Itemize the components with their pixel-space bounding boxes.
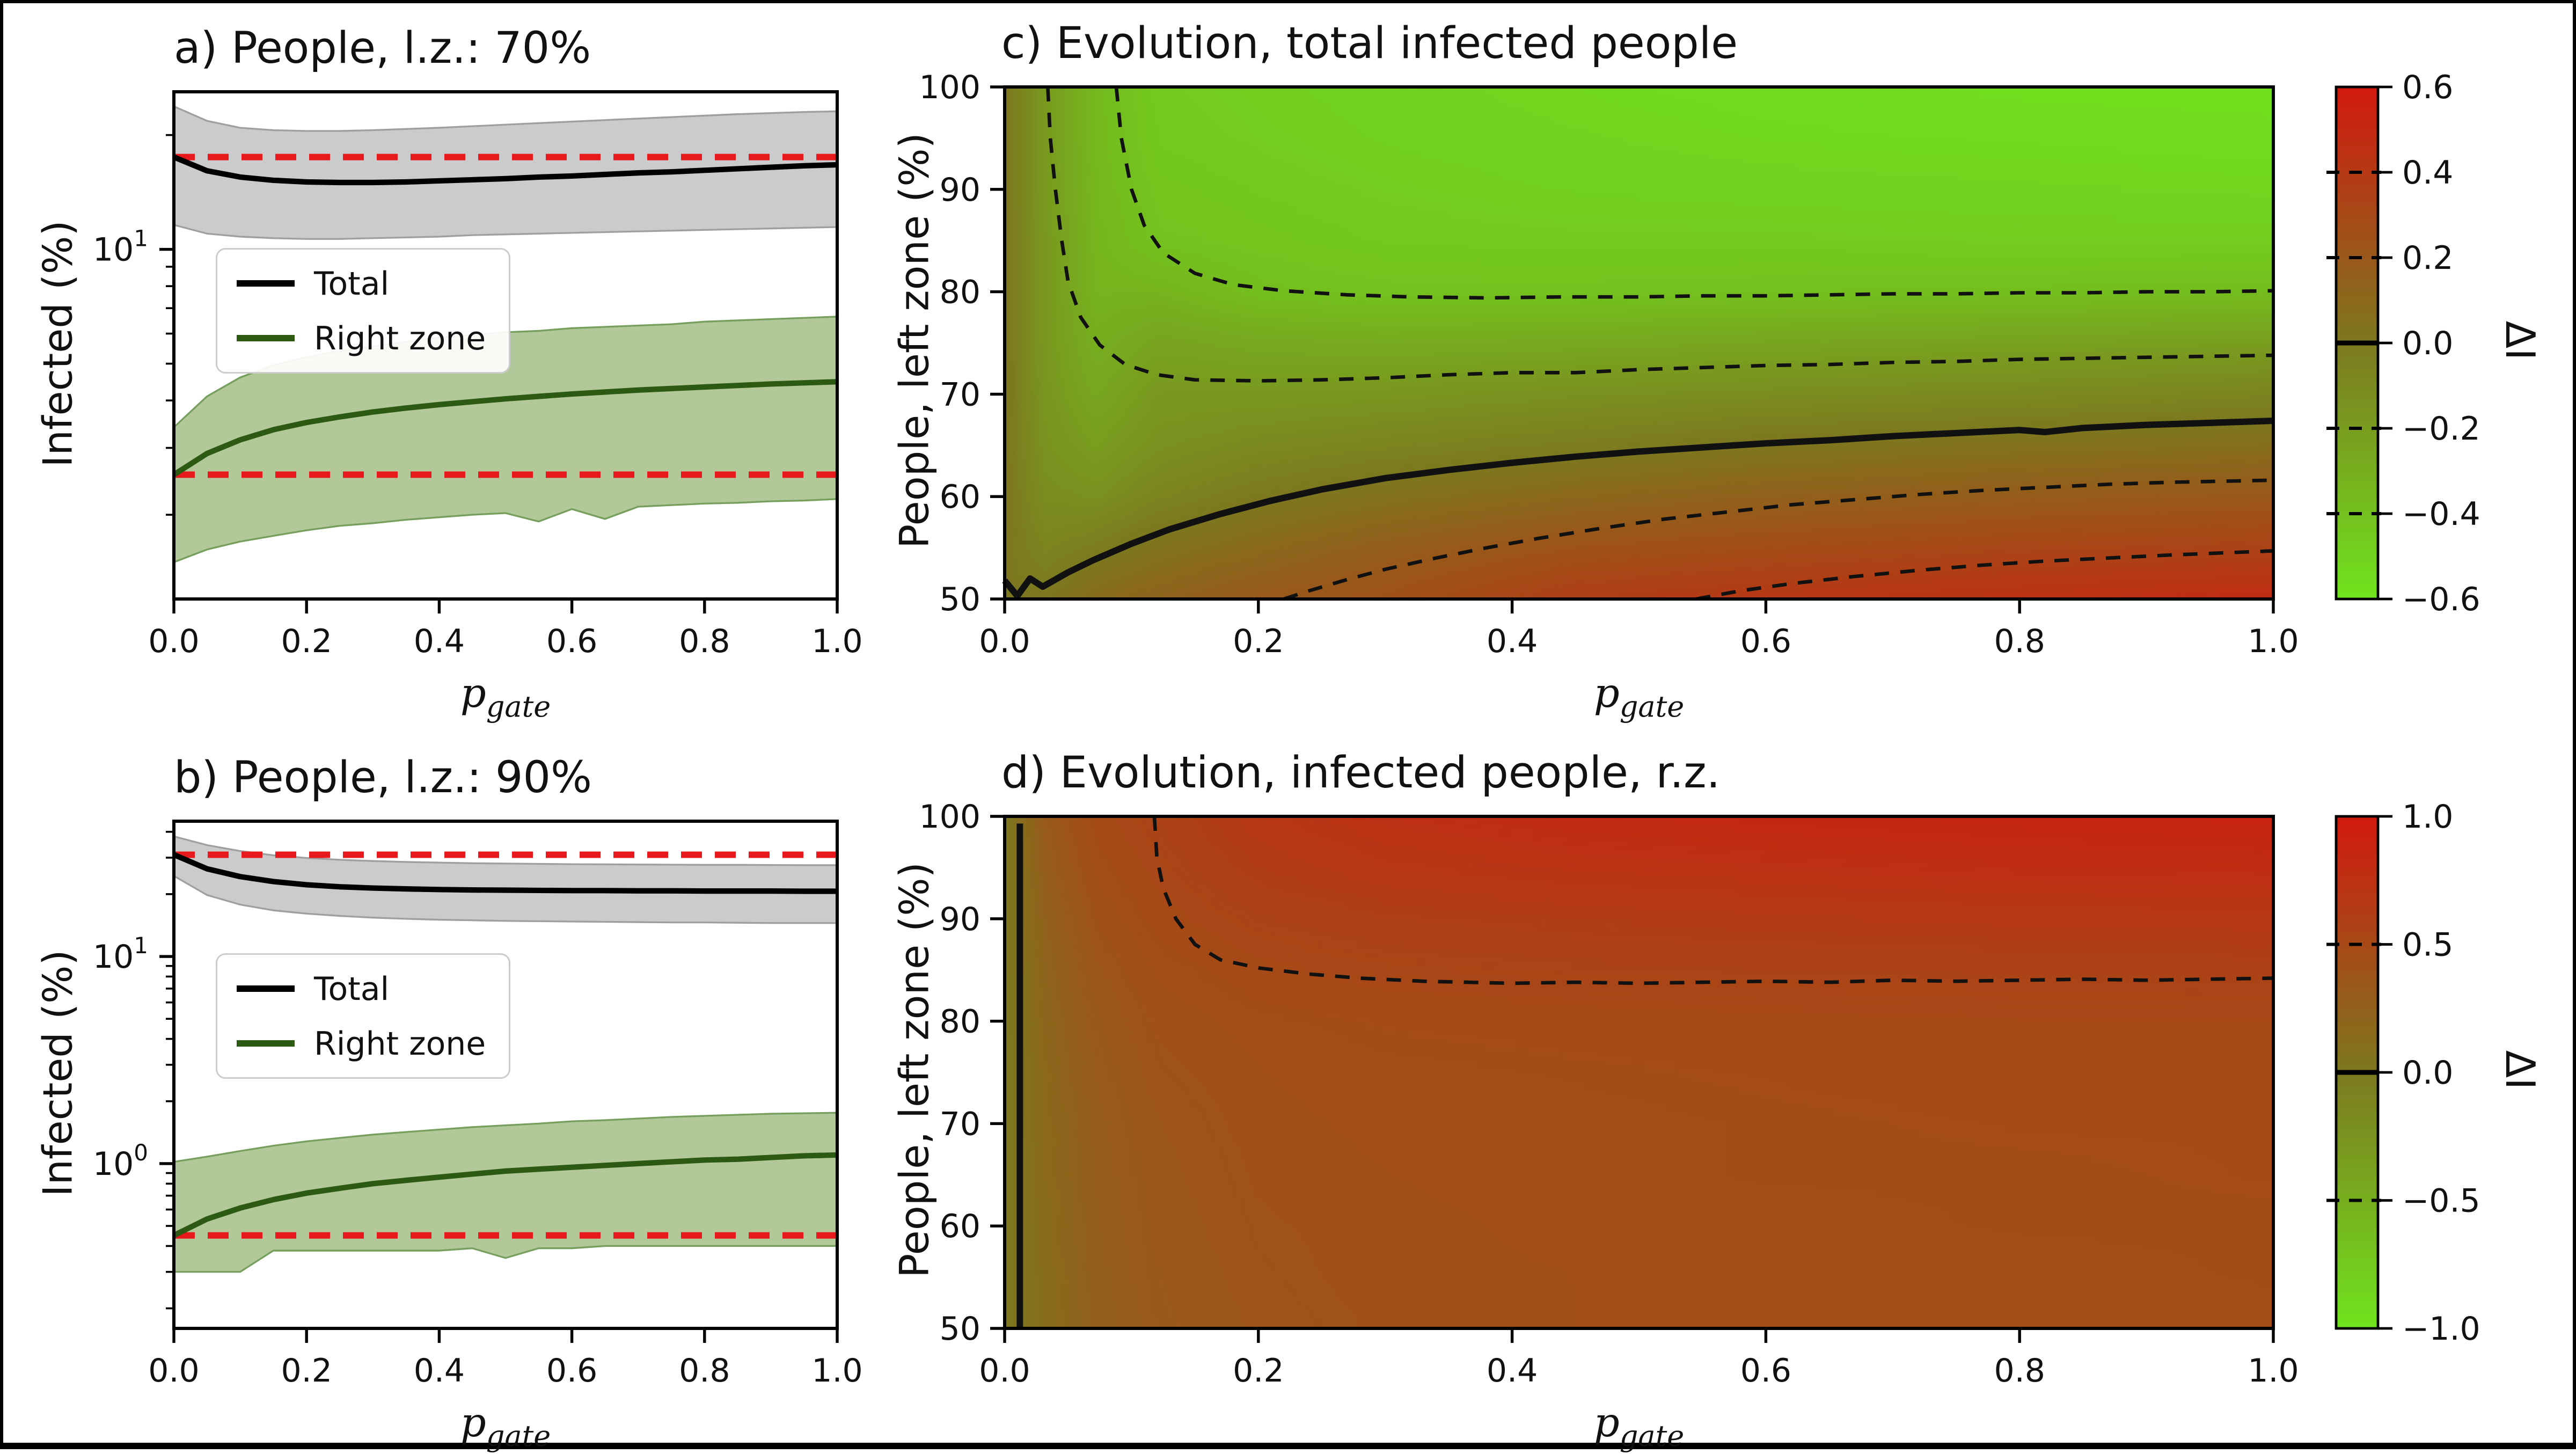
right-zone-line-swatch — [237, 1040, 295, 1047]
svg-text:0.2: 0.2 — [2402, 239, 2453, 277]
legend-label-right-zone: Right zone — [314, 1024, 486, 1063]
svg-text:1.0: 1.0 — [811, 1352, 862, 1390]
svg-text:0.5: 0.5 — [2402, 926, 2453, 964]
panel-a-title: a) People, l.z.: 70% — [174, 24, 591, 74]
heatmap-d-canvas — [1005, 816, 2273, 1328]
xlabel-base: p — [460, 670, 486, 717]
svg-text:0.4: 0.4 — [1487, 1352, 1538, 1390]
svg-text:0.6: 0.6 — [546, 1352, 597, 1390]
svg-text:0.0: 0.0 — [979, 623, 1030, 660]
svg-text:−0.5: −0.5 — [2402, 1182, 2480, 1220]
svg-text:0.6: 0.6 — [1740, 1352, 1791, 1390]
panel-a-legend: Total Right zone — [216, 248, 510, 374]
svg-text:70: 70 — [940, 376, 980, 413]
svg-text:1.0: 1.0 — [2248, 1352, 2299, 1390]
svg-text:0.8: 0.8 — [1994, 1352, 2045, 1390]
svg-text:0.0: 0.0 — [2402, 325, 2453, 362]
svg-text:0.4: 0.4 — [414, 623, 465, 660]
legend-item-right-zone: Right zone — [237, 1024, 486, 1063]
svg-text:90: 90 — [940, 171, 980, 209]
xlabel-sub: gate — [486, 1420, 551, 1454]
svg-text:0.4: 0.4 — [2402, 154, 2453, 192]
panel-a-ylabel: Infected (%) — [34, 219, 82, 467]
legend-label-total: Total — [314, 264, 390, 303]
svg-text:0.0: 0.0 — [148, 1352, 199, 1390]
panel-b-ylabel: Infected (%) — [34, 948, 82, 1196]
xlabel-sub: gate — [486, 691, 551, 725]
legend-label-total: Total — [314, 969, 390, 1008]
svg-text:0.4: 0.4 — [1487, 623, 1538, 660]
svg-text:50: 50 — [940, 1310, 980, 1348]
legend-item-right-zone: Right zone — [237, 319, 486, 357]
total-line-swatch — [237, 985, 295, 992]
svg-text:60: 60 — [940, 478, 980, 516]
svg-text:60: 60 — [940, 1208, 980, 1245]
svg-text:0.4: 0.4 — [414, 1352, 465, 1390]
svg-text:0.8: 0.8 — [1994, 623, 2045, 660]
svg-text:1.0: 1.0 — [811, 623, 862, 660]
xlabel-sub: gate — [1619, 691, 1685, 725]
panel-c-title: c) Evolution, total infected people — [1001, 19, 1738, 69]
xlabel-base: p — [1593, 1399, 1620, 1446]
svg-text:−0.4: −0.4 — [2402, 495, 2480, 533]
panel-b-legend: Total Right zone — [216, 953, 510, 1079]
panel-b-xlabel: pgate — [345, 1399, 667, 1454]
right-zone-line-swatch — [237, 335, 295, 341]
svg-text:101: 101 — [93, 932, 148, 976]
svg-text:80: 80 — [940, 274, 980, 311]
svg-text:0.2: 0.2 — [281, 623, 332, 660]
svg-text:−0.2: −0.2 — [2402, 410, 2480, 448]
legend-item-total: Total — [237, 264, 486, 303]
svg-text:50: 50 — [940, 581, 980, 618]
svg-text:−0.6: −0.6 — [2402, 581, 2480, 618]
panel-b-title: b) People, l.z.: 90% — [174, 754, 592, 803]
svg-text:0.8: 0.8 — [679, 1352, 730, 1390]
colorbar-c-label: ΔI — [2497, 320, 2544, 361]
panel-d-title: d) Evolution, infected people, r.z. — [1001, 749, 1721, 799]
svg-text:1.0: 1.0 — [2402, 798, 2453, 836]
svg-text:0.6: 0.6 — [546, 623, 597, 660]
svg-text:0.6: 0.6 — [2402, 69, 2453, 106]
svg-text:−1.0: −1.0 — [2402, 1310, 2480, 1348]
panel-c-xlabel: pgate — [1478, 670, 1800, 725]
total-line-swatch — [237, 280, 295, 287]
xlabel-base: p — [1593, 670, 1620, 717]
svg-text:1.0: 1.0 — [2248, 623, 2299, 660]
panel-d-xlabel: pgate — [1478, 1399, 1800, 1454]
svg-text:0.8: 0.8 — [679, 623, 730, 660]
svg-text:70: 70 — [940, 1105, 980, 1143]
svg-text:0.0: 0.0 — [148, 623, 199, 660]
svg-text:100: 100 — [93, 1139, 148, 1183]
panel-c-ylabel: People, left zone (%) — [891, 133, 938, 549]
svg-text:0.0: 0.0 — [2402, 1054, 2453, 1092]
xlabel-base: p — [460, 1399, 486, 1446]
svg-text:0.6: 0.6 — [1740, 623, 1791, 660]
legend-item-total: Total — [237, 969, 486, 1008]
panel-a-xlabel: pgate — [345, 670, 667, 725]
svg-text:0.2: 0.2 — [1233, 1352, 1284, 1390]
svg-text:90: 90 — [940, 901, 980, 938]
svg-text:80: 80 — [940, 1003, 980, 1041]
colorbar-d-label: ΔI — [2497, 1050, 2544, 1090]
panel-d-ylabel: People, left zone (%) — [891, 862, 938, 1278]
svg-text:0.2: 0.2 — [1233, 623, 1284, 660]
heatmap-c-canvas — [1005, 87, 2273, 599]
svg-text:0.0: 0.0 — [979, 1352, 1030, 1390]
xlabel-sub: gate — [1619, 1420, 1685, 1454]
svg-text:0.2: 0.2 — [281, 1352, 332, 1390]
svg-text:101: 101 — [93, 225, 148, 269]
legend-label-right-zone: Right zone — [314, 319, 486, 357]
